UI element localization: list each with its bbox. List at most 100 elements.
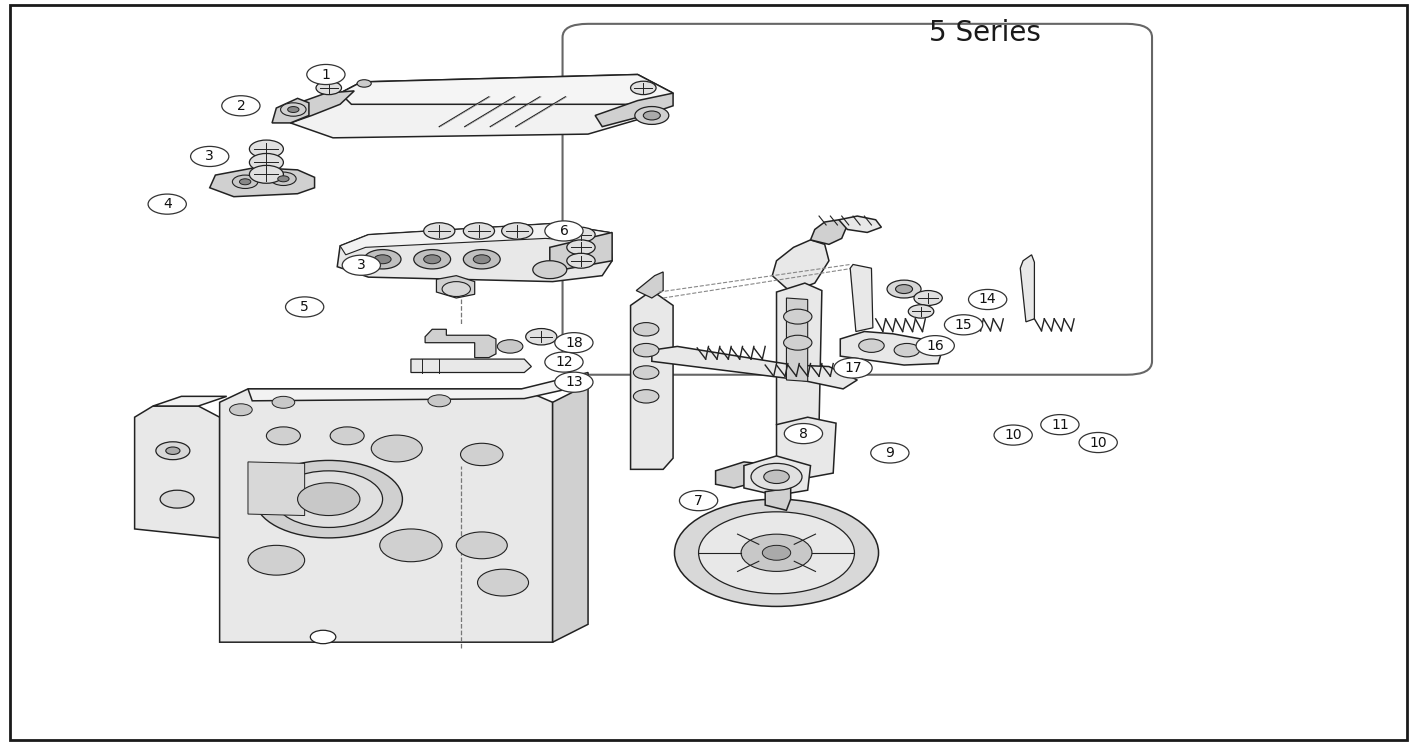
Circle shape <box>833 358 873 378</box>
Circle shape <box>428 395 451 407</box>
Circle shape <box>275 471 383 527</box>
Polygon shape <box>786 298 808 381</box>
Circle shape <box>1040 414 1080 435</box>
Circle shape <box>502 223 533 239</box>
Polygon shape <box>765 488 791 510</box>
Text: 5 Series: 5 Series <box>930 19 1040 47</box>
Circle shape <box>533 261 567 279</box>
Circle shape <box>896 285 913 294</box>
Circle shape <box>278 176 289 182</box>
Circle shape <box>255 460 402 538</box>
Circle shape <box>298 483 360 516</box>
Circle shape <box>741 534 812 571</box>
Circle shape <box>969 290 1006 310</box>
Circle shape <box>190 147 230 167</box>
Circle shape <box>1080 432 1117 453</box>
Circle shape <box>221 96 261 116</box>
Circle shape <box>473 255 490 264</box>
Circle shape <box>859 339 884 352</box>
Polygon shape <box>425 329 496 358</box>
Circle shape <box>567 227 595 242</box>
Text: 14: 14 <box>979 293 996 306</box>
Circle shape <box>944 315 983 335</box>
Polygon shape <box>744 456 811 495</box>
Circle shape <box>544 221 584 241</box>
Circle shape <box>156 442 190 460</box>
Circle shape <box>894 343 920 357</box>
Polygon shape <box>716 462 777 488</box>
Text: 3: 3 <box>205 150 214 163</box>
Text: 12: 12 <box>555 355 572 369</box>
Circle shape <box>285 297 323 317</box>
Polygon shape <box>553 384 588 642</box>
Circle shape <box>555 372 594 393</box>
Circle shape <box>680 490 718 511</box>
Text: 11: 11 <box>1051 418 1068 431</box>
Circle shape <box>917 336 955 356</box>
Circle shape <box>424 255 441 264</box>
Circle shape <box>699 512 854 594</box>
Polygon shape <box>411 359 531 372</box>
Circle shape <box>249 140 283 158</box>
Circle shape <box>364 250 401 269</box>
Circle shape <box>442 282 470 297</box>
Circle shape <box>785 424 822 444</box>
Polygon shape <box>337 224 612 282</box>
Circle shape <box>463 250 500 269</box>
Circle shape <box>764 470 789 484</box>
Circle shape <box>887 280 921 298</box>
Polygon shape <box>220 389 553 642</box>
Text: 18: 18 <box>565 336 582 349</box>
Circle shape <box>762 545 791 560</box>
Polygon shape <box>248 462 305 516</box>
Circle shape <box>870 443 910 463</box>
Text: 1: 1 <box>322 68 330 81</box>
Polygon shape <box>839 216 881 232</box>
Circle shape <box>371 435 422 462</box>
Circle shape <box>751 463 802 490</box>
Circle shape <box>674 499 879 606</box>
Circle shape <box>343 256 380 276</box>
Polygon shape <box>135 406 220 538</box>
Circle shape <box>357 80 371 87</box>
Polygon shape <box>436 276 475 298</box>
Polygon shape <box>210 168 315 197</box>
Polygon shape <box>550 232 612 272</box>
Circle shape <box>526 329 557 345</box>
Circle shape <box>633 323 659 336</box>
Circle shape <box>249 165 283 183</box>
Text: 10: 10 <box>1090 436 1107 449</box>
Polygon shape <box>777 417 836 478</box>
Polygon shape <box>772 240 829 292</box>
Circle shape <box>643 111 660 120</box>
Circle shape <box>414 250 451 269</box>
Circle shape <box>330 427 364 445</box>
Circle shape <box>784 335 812 350</box>
Circle shape <box>456 532 507 559</box>
Circle shape <box>232 175 258 188</box>
Polygon shape <box>1020 255 1034 322</box>
Circle shape <box>784 309 812 324</box>
Polygon shape <box>811 220 847 244</box>
Circle shape <box>461 443 503 466</box>
Text: 17: 17 <box>845 361 862 375</box>
Circle shape <box>497 340 523 353</box>
Circle shape <box>248 545 305 575</box>
Circle shape <box>635 107 669 124</box>
Text: 5: 5 <box>300 300 309 314</box>
Text: 3: 3 <box>357 259 366 272</box>
Polygon shape <box>840 332 942 365</box>
Text: 16: 16 <box>927 339 944 352</box>
Circle shape <box>374 255 391 264</box>
Circle shape <box>271 172 296 186</box>
Circle shape <box>633 366 659 379</box>
Polygon shape <box>777 283 822 432</box>
Circle shape <box>424 223 455 239</box>
Circle shape <box>567 253 595 268</box>
Polygon shape <box>631 291 673 469</box>
Circle shape <box>316 81 341 95</box>
Circle shape <box>380 529 442 562</box>
Circle shape <box>266 427 300 445</box>
Circle shape <box>631 81 656 95</box>
Text: 15: 15 <box>955 318 972 332</box>
